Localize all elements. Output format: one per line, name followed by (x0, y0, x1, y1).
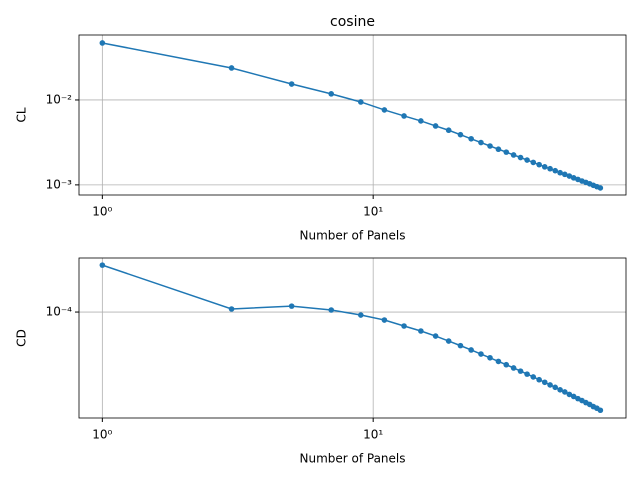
axes-frame (78, 34, 627, 196)
y-tick-label: 10⁻² (46, 92, 73, 106)
data-point (536, 161, 542, 168)
data-point (99, 262, 106, 268)
chart-title: cosine (330, 14, 375, 30)
x-axis-label: Number of Panels (299, 229, 405, 243)
data-point (517, 368, 524, 374)
data-point (401, 323, 407, 329)
y-axis-label: CL (15, 107, 29, 122)
data-point (357, 99, 364, 105)
data-point (418, 328, 424, 334)
data-point (328, 307, 335, 313)
x-tick-label: 10¹ (363, 428, 383, 442)
x-tick-label: 10⁰ (92, 428, 112, 442)
data-point (487, 354, 493, 361)
data-point (570, 393, 577, 400)
data-point (547, 382, 553, 388)
data-point (566, 173, 573, 179)
y-tick-label: 10⁻³ (46, 177, 73, 191)
data-point (228, 65, 235, 71)
y-axis-label: CD (15, 329, 29, 347)
data-point (552, 167, 559, 174)
y-tick-label: 10⁻⁴ (46, 305, 73, 319)
data-point (530, 374, 537, 380)
data-point (557, 169, 563, 176)
data-point (524, 371, 530, 377)
data-point (99, 40, 106, 46)
data-point (541, 379, 548, 386)
data-point (517, 154, 524, 161)
data-point (418, 118, 424, 124)
data-point (445, 338, 452, 344)
data-point (547, 165, 553, 172)
data-point (510, 152, 517, 158)
data-point (597, 407, 604, 414)
data-point (562, 171, 568, 178)
x-tick-label: 10⁰ (92, 205, 112, 219)
data-point (445, 127, 452, 134)
data-point (524, 157, 530, 163)
data-point (478, 139, 484, 146)
data-point (530, 159, 537, 166)
data-point (503, 361, 510, 368)
data-point (510, 365, 517, 371)
data-point (381, 107, 388, 113)
data-point (328, 91, 335, 97)
data-point (487, 143, 493, 149)
data-point (478, 351, 484, 357)
axes-frame (78, 257, 627, 419)
data-point (468, 135, 474, 142)
data-point (381, 317, 388, 323)
data-point (457, 131, 464, 138)
data-point (541, 164, 548, 170)
data-point (432, 123, 439, 129)
axes: 10⁰ 10¹ 10⁻⁴ Number of Panels CD (15, 257, 627, 466)
data-point (495, 358, 502, 365)
axes: 10⁰ 10¹ 10⁻³ 10⁻² cosine Number of Panels CL (15, 14, 627, 243)
data-point (570, 175, 577, 181)
data-point (401, 113, 407, 119)
data-point (432, 333, 439, 339)
data-point (597, 185, 604, 191)
data-point (288, 81, 295, 87)
data-point (288, 303, 295, 309)
data-point (566, 391, 573, 398)
x-tick-label: 10¹ (363, 205, 383, 219)
data-point (552, 384, 559, 391)
data-point (468, 347, 474, 353)
data-point (357, 312, 364, 318)
data-point (228, 306, 235, 312)
data-line (102, 42, 601, 189)
data-point (536, 376, 542, 383)
data-line (102, 264, 601, 411)
data-point (495, 146, 502, 153)
data-point (503, 149, 510, 155)
x-axis-label: Number of Panels (299, 452, 405, 466)
data-point (457, 342, 464, 349)
data-point (562, 389, 568, 395)
data-point (557, 387, 563, 393)
